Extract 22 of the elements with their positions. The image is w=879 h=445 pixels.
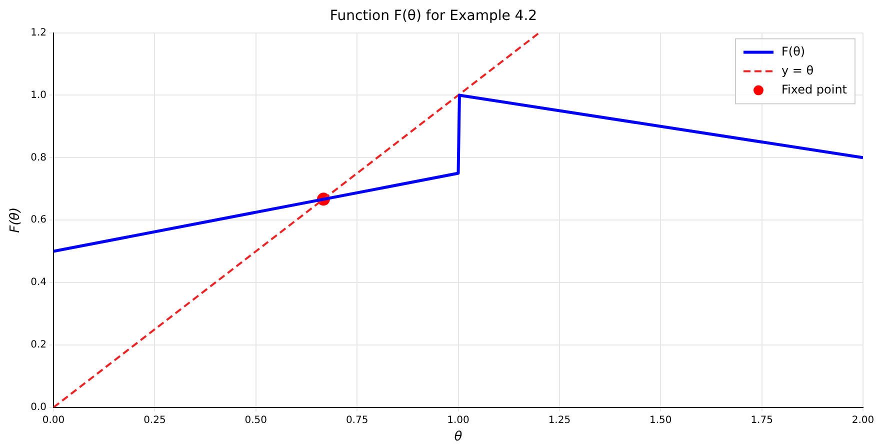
x-tick-label: 0.00 [42, 414, 65, 426]
x-tick-label: 1.00 [447, 414, 470, 426]
y-tick-label: 0.8 [30, 152, 47, 164]
y-tick-label: 1.0 [30, 90, 47, 101]
x-tick-label: 1.25 [548, 414, 571, 426]
y-tick-label: 0.6 [30, 214, 47, 226]
x-tick-label: 1.75 [750, 414, 773, 426]
y-tick-label: 0.4 [30, 277, 47, 288]
y-tick-label: 0.0 [30, 402, 47, 413]
x-tick-label: 0.75 [346, 414, 368, 426]
chart-title: Function F(θ) for Example 4.2 [330, 8, 538, 24]
y-tick-label: 0.2 [30, 340, 47, 351]
x-tick-label: 2.00 [852, 414, 874, 426]
x-tick-label: 0.25 [144, 414, 166, 426]
y-tick-label: 1.2 [30, 27, 47, 38]
x-tick-label: 0.50 [244, 414, 268, 426]
y-axis-title: F(θ) [8, 207, 24, 233]
x-tick-label: 1.50 [649, 414, 672, 426]
legend-label: Fixed point [781, 82, 848, 96]
legend-label: y = θ [781, 63, 814, 78]
legend-label: F(θ) [781, 44, 806, 58]
x-axis-title: θ [454, 430, 462, 445]
